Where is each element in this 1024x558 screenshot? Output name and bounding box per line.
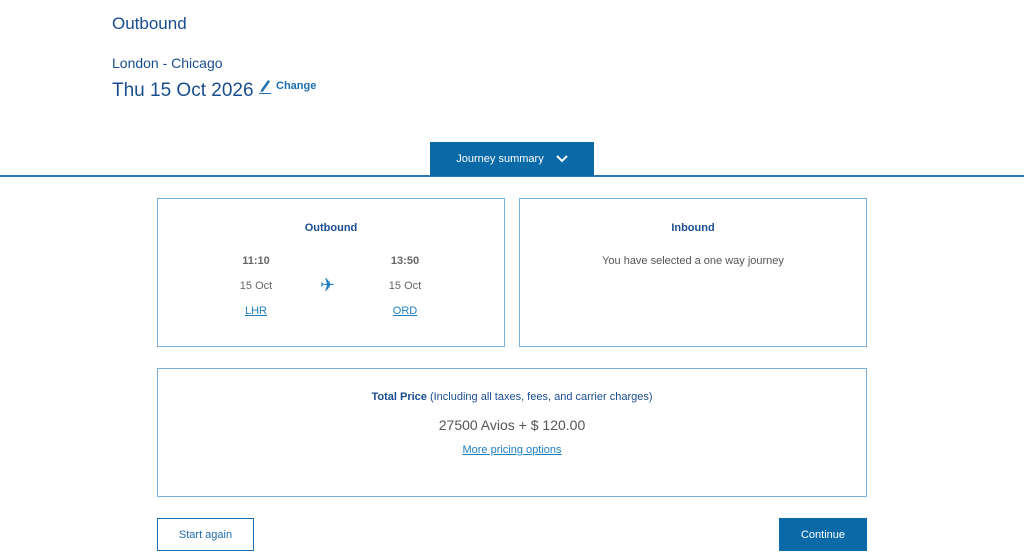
depart-time: 11:10 (242, 255, 270, 267)
journey-summary-label: Journey summary (456, 153, 544, 165)
outbound-card: Outbound 11:10 15 Oct LHR ✈ 13:50 15 Oct… (157, 198, 505, 347)
divider (0, 175, 1024, 177)
arrive-date: 15 Oct (388, 280, 422, 292)
arrive-airport-link[interactable]: ORD (392, 305, 418, 317)
inbound-card: Inbound You have selected a one way jour… (519, 198, 867, 347)
plane-icon: ✈ (320, 275, 336, 295)
journey-summary-toggle[interactable]: Journey summary (430, 142, 594, 176)
change-date-button[interactable]: Change (258, 78, 316, 94)
total-price-note: (Including all taxes, fees, and carrier … (426, 391, 653, 403)
page-title: Outbound (112, 14, 187, 33)
arrive-time: 13:50 (390, 255, 420, 267)
depart-airport-link[interactable]: LHR (244, 305, 267, 317)
route: London - Chicago (112, 55, 223, 71)
outbound-heading: Outbound (304, 222, 358, 234)
total-price-card: Total Price (Including all taxes, fees, … (157, 368, 867, 497)
inbound-message: You have selected a one way journey (602, 255, 784, 267)
depart-date: 15 Oct (239, 280, 273, 292)
more-pricing-options-link[interactable]: More pricing options (462, 444, 562, 456)
total-price-amount: 27500 Avios + $ 120.00 (438, 417, 586, 433)
travel-date: Thu 15 Oct 2026 (112, 80, 254, 101)
total-price-label: Total Price (371, 391, 427, 403)
continue-button[interactable]: Continue (779, 518, 867, 551)
chevron-down-icon (555, 155, 568, 163)
inbound-heading: Inbound (671, 222, 715, 234)
change-label: Change (276, 80, 317, 92)
pencil-icon (259, 80, 271, 94)
start-again-button[interactable]: Start again (157, 518, 254, 551)
